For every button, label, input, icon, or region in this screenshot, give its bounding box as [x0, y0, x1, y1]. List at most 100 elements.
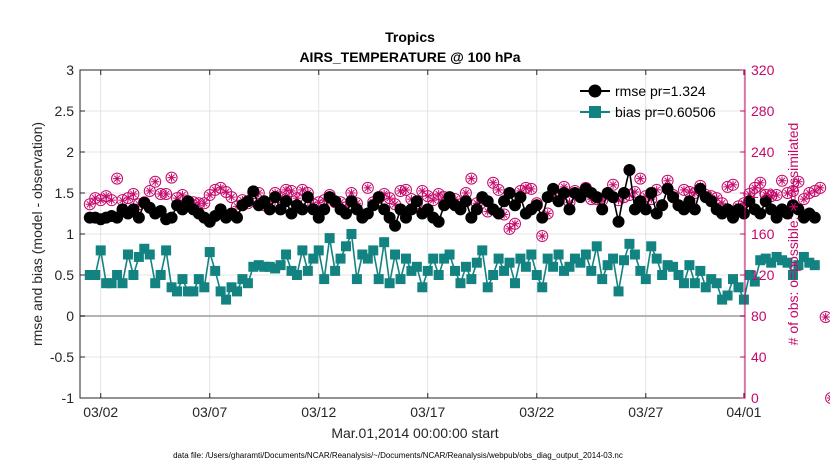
- obs-assimilated-marker: [467, 174, 476, 183]
- y-axis-ticks: -1 -0.5 0 0.5 1 1.5 2 2.5 3: [50, 62, 85, 406]
- chart-title: Tropics: [385, 29, 435, 45]
- obs-assimilated-stroke: [522, 184, 530, 192]
- obs-assimilated-stroke: [468, 175, 475, 182]
- bias-point: [608, 253, 619, 264]
- obs-assimilated-stroke: [598, 196, 606, 204]
- bias-point: [564, 261, 575, 272]
- rmse-point: [372, 191, 385, 204]
- obs-assimilated-stroke: [391, 200, 399, 208]
- obs-assimilated-stroke: [386, 194, 393, 202]
- obs-assimilated-stroke: [789, 187, 797, 195]
- bias-point: [673, 270, 684, 280]
- rmse-point: [263, 203, 276, 216]
- obs-assimilated-marker: [685, 187, 694, 197]
- bias-point: [777, 255, 788, 266]
- obs-assimilated-stroke: [130, 190, 137, 198]
- bias-point: [302, 265, 313, 276]
- bias-point: [90, 270, 101, 280]
- bias-point: [128, 270, 139, 280]
- rmse-point: [389, 219, 402, 232]
- bias-point: [231, 286, 242, 297]
- bias-point: [717, 294, 728, 305]
- bias-point: [738, 294, 749, 305]
- obs-assimilated-marker: [112, 174, 122, 183]
- obs-possible-marker: [149, 175, 162, 188]
- obs-assimilated-marker: [221, 187, 231, 197]
- bias-point: [204, 247, 215, 258]
- bias-point: [477, 245, 488, 256]
- bias-point: [155, 270, 166, 280]
- bias-point: [798, 251, 809, 262]
- footnote: data file: /Users/gharamti/Documents/NCA…: [173, 451, 623, 460]
- bias-point: [657, 270, 668, 280]
- obs-assimilated-marker: [200, 199, 209, 208]
- bias-point: [678, 278, 689, 289]
- bias-point: [787, 270, 798, 280]
- bias-point: [624, 238, 635, 249]
- bias-point: [766, 257, 777, 268]
- obs-possible-marker: [143, 184, 156, 197]
- bias-point: [499, 265, 510, 276]
- bias-point: [809, 260, 820, 271]
- obs-assimilated-marker: [794, 177, 803, 186]
- obs-assimilated-marker: [210, 185, 220, 195]
- y-tick-label: 2.5: [55, 103, 75, 119]
- x-axis-ticks: 03/02 03/07 03/12 03/17 03/22 03/27 04/01: [83, 70, 762, 420]
- rmse-point: [617, 187, 630, 199]
- obs-assimilated-stroke: [822, 313, 829, 321]
- obs-possible-marker: [111, 172, 124, 185]
- bias-point: [575, 257, 586, 268]
- bias-point: [711, 278, 722, 289]
- obs-assimilated-marker: [423, 191, 432, 201]
- obs-assimilated-stroke: [157, 190, 164, 198]
- obs-assimilated-stroke: [222, 188, 230, 196]
- obs-assimilated-marker: [216, 183, 225, 193]
- bias-point: [297, 245, 308, 256]
- rmse-point: [558, 187, 571, 199]
- obs-assimilated-stroke: [795, 178, 802, 186]
- obs-assimilated-marker: [488, 178, 498, 187]
- bias-point: [101, 278, 112, 289]
- y2-tick-label: 200: [751, 185, 775, 201]
- bias-point: [466, 274, 477, 285]
- obs-assimilated-marker: [101, 191, 111, 201]
- bias-point: [357, 249, 368, 260]
- rmse-point: [530, 199, 543, 212]
- bias-point: [275, 260, 286, 271]
- bias-point: [733, 282, 744, 293]
- y2-tick-label: 320: [751, 62, 775, 78]
- obs-assimilated-marker: [401, 185, 411, 195]
- bias-point: [450, 265, 461, 276]
- x-tick-label: 03/22: [519, 404, 554, 420]
- obs-assimilated-marker: [772, 190, 781, 200]
- y2-tick-label: 0: [751, 390, 759, 406]
- obs-assimilated-stroke: [228, 193, 235, 201]
- rmse-point: [503, 187, 516, 199]
- obs-possible-marker: [607, 178, 620, 191]
- x-axis-label: Mar.01,2014 00:00:00 start: [331, 425, 498, 441]
- obs-assimilated-marker: [123, 193, 133, 203]
- obs-possible-marker: [825, 392, 830, 404]
- bias-point: [330, 265, 341, 276]
- legend-bias-label: bias pr=0.60506: [615, 104, 716, 120]
- obs-assimilated-stroke: [528, 185, 535, 193]
- bias-point: [177, 274, 188, 285]
- obs-assimilated-stroke: [102, 192, 110, 200]
- rmse-point: [607, 191, 620, 204]
- obs-assimilated-stroke: [217, 184, 224, 192]
- bias-point: [618, 255, 629, 266]
- bias-point: [199, 282, 210, 293]
- x-tick-label: 04/01: [726, 404, 761, 420]
- rmse-point: [547, 182, 560, 195]
- bias-point: [804, 257, 815, 268]
- obs-assimilated-marker: [777, 176, 787, 185]
- bias-point: [591, 241, 602, 252]
- bias-point: [215, 286, 226, 297]
- bias-point: [559, 265, 570, 276]
- x-tick-label: 03/07: [192, 404, 227, 420]
- obs-assimilated-stroke: [206, 191, 214, 199]
- rmse-point: [688, 203, 701, 216]
- bias-point: [210, 265, 221, 276]
- obs-assimilated-marker: [281, 185, 291, 195]
